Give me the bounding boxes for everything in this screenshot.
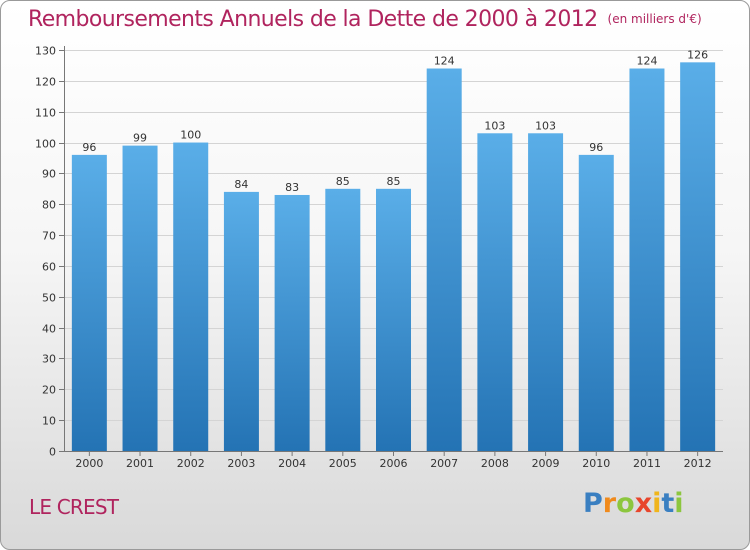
data-label-2002: 100 bbox=[180, 129, 201, 142]
y-tick-label: 20 bbox=[42, 384, 56, 397]
y-tick-label: 40 bbox=[42, 323, 56, 336]
bar-2009 bbox=[528, 133, 564, 452]
x-tick-label: 2006 bbox=[380, 457, 408, 470]
x-tick-label: 2004 bbox=[278, 457, 306, 470]
data-label-2012: 126 bbox=[687, 48, 708, 61]
data-label-2005: 85 bbox=[336, 175, 350, 188]
chart-title: Remboursements Annuels de la Dette de 20… bbox=[28, 7, 702, 32]
data-label-2000: 96 bbox=[82, 141, 96, 154]
bar-2003 bbox=[223, 191, 259, 451]
bar-2004 bbox=[274, 194, 310, 451]
y-tick-label: 90 bbox=[42, 168, 56, 181]
bar-2001 bbox=[122, 145, 158, 451]
data-label-2001: 99 bbox=[133, 132, 147, 145]
y-tick-label: 120 bbox=[35, 76, 56, 89]
bar-2010 bbox=[578, 154, 614, 451]
town-name: LE CREST bbox=[29, 495, 119, 519]
x-tick-label: 2008 bbox=[481, 457, 509, 470]
data-label-2010: 96 bbox=[589, 141, 603, 154]
logo-letter: x bbox=[634, 488, 653, 519]
bar-2007 bbox=[426, 68, 462, 451]
chart-title-text: Remboursements Annuels de la Dette de 20… bbox=[28, 7, 598, 32]
x-tick-label: 2001 bbox=[126, 457, 154, 470]
x-tick-label: 2002 bbox=[177, 457, 205, 470]
logo-letter: o bbox=[616, 488, 635, 519]
bar-2000 bbox=[71, 154, 107, 451]
bars: 96 99 100 84 83 85 85 124 103 103 96 124 126 bbox=[71, 48, 716, 452]
x-tick-label: 2005 bbox=[329, 457, 357, 470]
logo-letter: t bbox=[661, 488, 675, 519]
data-label-2004: 83 bbox=[285, 181, 299, 194]
logo-letter: P bbox=[583, 488, 603, 519]
logo-letter: i bbox=[652, 488, 662, 519]
data-label-2008: 103 bbox=[484, 119, 505, 132]
y-tick-label: 130 bbox=[35, 45, 56, 58]
y-tick-label: 10 bbox=[42, 415, 56, 428]
y-axis: 0 10 20 30 40 50 60 70 80 90 100 110 120 130 bbox=[35, 45, 65, 459]
data-label-2006: 85 bbox=[387, 175, 401, 188]
x-tick-label: 2009 bbox=[532, 457, 560, 470]
data-label-2009: 103 bbox=[535, 119, 556, 132]
proxiti-logo: Proxiti bbox=[583, 488, 684, 519]
data-label-2007: 124 bbox=[434, 55, 455, 68]
x-tick-label: 2010 bbox=[582, 457, 610, 470]
logo-letter: i bbox=[674, 488, 684, 519]
x-axis: 2000 2001 2002 2003 2004 2005 2006 2007 2008 2009… bbox=[64, 451, 723, 470]
y-tick-label: 30 bbox=[42, 353, 56, 366]
bar-2006 bbox=[376, 188, 411, 452]
y-tick-label: 60 bbox=[42, 261, 56, 274]
y-tick-label: 70 bbox=[42, 230, 56, 243]
y-tick-label: 100 bbox=[35, 138, 56, 151]
y-tick-label: 0 bbox=[49, 446, 56, 459]
bar-2002 bbox=[173, 142, 209, 452]
data-label-2011: 124 bbox=[636, 55, 657, 68]
chart-unit: (en milliers d'€) bbox=[607, 12, 702, 26]
bar-2011 bbox=[629, 68, 665, 451]
y-tick-label: 80 bbox=[42, 199, 56, 212]
y-tick-label: 110 bbox=[35, 107, 56, 120]
bar-2005 bbox=[325, 188, 361, 452]
logo-letter: r bbox=[602, 488, 617, 519]
x-tick-label: 2000 bbox=[75, 457, 103, 470]
x-tick-label: 2007 bbox=[430, 457, 458, 470]
data-label-2003: 84 bbox=[234, 178, 248, 191]
bar-2012 bbox=[680, 62, 716, 451]
bar-2008 bbox=[477, 133, 513, 452]
x-tick-label: 2003 bbox=[227, 457, 255, 470]
x-tick-label: 2011 bbox=[633, 457, 661, 470]
x-tick-label: 2012 bbox=[684, 457, 712, 470]
y-tick-label: 50 bbox=[42, 292, 56, 305]
